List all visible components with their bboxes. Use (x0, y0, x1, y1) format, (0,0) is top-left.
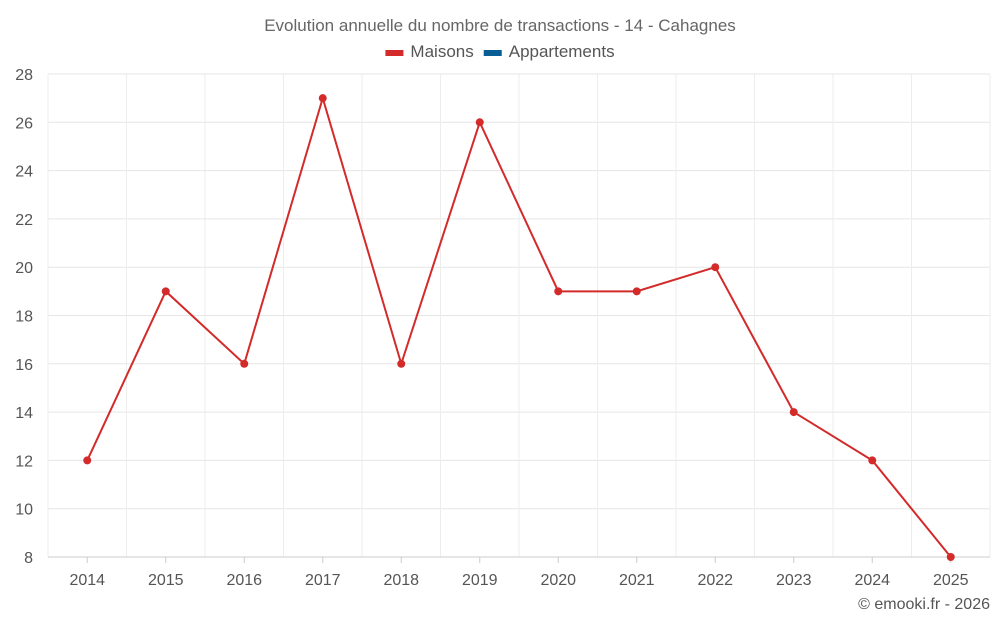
data-point[interactable] (161, 287, 170, 296)
legend-swatch (385, 50, 404, 56)
x-tick-label: 2016 (226, 572, 262, 589)
legend-item-maisons[interactable]: Maisons (385, 42, 474, 61)
x-tick-label: 2019 (462, 572, 498, 589)
data-point[interactable] (711, 263, 720, 272)
y-tick-label: 16 (15, 357, 33, 374)
legend-label: Maisons (410, 42, 473, 61)
y-tick-label: 10 (15, 502, 33, 519)
y-tick-label: 26 (15, 115, 33, 132)
data-point[interactable] (397, 359, 406, 368)
x-tick-label: 2018 (383, 572, 419, 589)
x-tick-label: 2021 (619, 572, 655, 589)
x-tick-label: 2020 (540, 572, 576, 589)
data-point[interactable] (868, 456, 877, 465)
y-tick-label: 14 (15, 405, 33, 422)
y-tick-label: 22 (15, 212, 33, 229)
data-point[interactable] (318, 94, 327, 103)
legend: Maisons Appartements (385, 42, 615, 61)
data-point[interactable] (240, 359, 249, 368)
y-tick-label: 20 (15, 260, 33, 277)
x-tick-label: 2015 (148, 572, 184, 589)
chart-title: Evolution annuelle du nombre de transact… (264, 16, 736, 35)
legend-item-appartements[interactable]: Appartements (483, 42, 615, 61)
credit-label: © emooki.fr - 2026 (858, 596, 990, 613)
y-tick-label: 24 (15, 164, 33, 181)
data-point[interactable] (789, 408, 798, 417)
y-tick-label: 28 (15, 67, 33, 84)
legend-label: Appartements (509, 42, 615, 61)
y-tick-label: 8 (24, 550, 33, 567)
x-tick-label: 2014 (69, 572, 105, 589)
data-point[interactable] (632, 287, 641, 296)
series-layer (83, 94, 955, 561)
x-tick-label: 2023 (776, 572, 812, 589)
data-point[interactable] (475, 118, 484, 127)
grid (47, 73, 991, 558)
x-tick-label: 2025 (933, 572, 969, 589)
y-tick-label: 18 (15, 309, 33, 326)
data-point[interactable] (83, 456, 92, 465)
x-tick-label: 2017 (305, 572, 341, 589)
legend-swatch (483, 50, 502, 56)
data-point[interactable] (554, 287, 563, 296)
x-tick-label: 2024 (854, 572, 890, 589)
x-tick-label: 2022 (697, 572, 733, 589)
y-tick-label: 12 (15, 453, 33, 470)
data-point[interactable] (946, 553, 955, 561)
series-line-maisons (86, 94, 952, 558)
